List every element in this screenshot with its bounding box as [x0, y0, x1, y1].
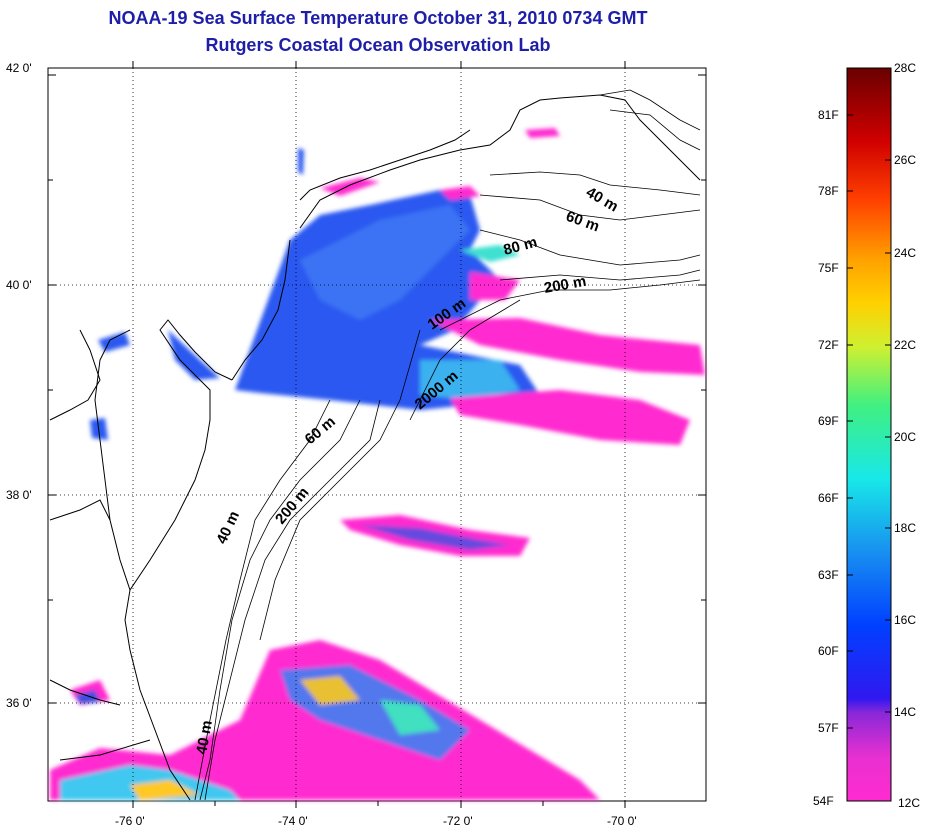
colorbar-f-label: 75F [818, 261, 839, 275]
longitude-label: -74 0' [278, 814, 308, 828]
colorbar-c-label: 20C [894, 430, 917, 444]
colorbar-c-label: 22C [894, 338, 917, 352]
colorbar-f-label: 66F [818, 491, 839, 505]
colorbar-c-label: 14C [894, 705, 917, 719]
map-subtitle: Rutgers Coastal Ocean Observation Lab [205, 35, 551, 55]
colorbar-f-label: 63F [818, 568, 839, 582]
colorbar-c-label: 18C [894, 521, 917, 535]
axis-ticks [48, 61, 706, 808]
latitude-label: 38 0' [6, 488, 32, 502]
colorbar-c-label: 24C [894, 246, 917, 260]
latitude-label: 42 0' [6, 61, 32, 75]
graticule [48, 68, 706, 801]
longitude-label: -76 0' [115, 814, 145, 828]
sst-data-layer [50, 128, 705, 800]
colorbar-ticks [847, 114, 891, 729]
colorbar-f-label: 57F [818, 721, 839, 735]
bathymetry-contours [194, 89, 701, 801]
colorbar-c-label: 28C [894, 61, 917, 75]
contour-label: 40 m [193, 719, 216, 756]
colorbar-f-label: 81F [818, 108, 839, 122]
colorbar-f-label: 54F [813, 794, 834, 808]
latitude-label: 40 0' [6, 278, 32, 292]
colorbar-f-label: 72F [818, 338, 839, 352]
coastline [49, 94, 701, 801]
latitude-label: 36 0' [6, 696, 32, 710]
colorbar-c-label: 26C [894, 153, 917, 167]
colorbar-f-label: 60F [818, 644, 839, 658]
longitude-label: -72 0' [443, 814, 473, 828]
longitude-label: -70 0' [607, 814, 637, 828]
colorbar-f-label: 69F [818, 414, 839, 428]
map-title: NOAA-19 Sea Surface Temperature October … [108, 8, 648, 28]
colorbar [846, 67, 892, 802]
colorbar-f-label: 78F [818, 184, 839, 198]
colorbar-c-label: 12C [898, 796, 921, 810]
colorbar-c-label: 16C [894, 613, 917, 627]
